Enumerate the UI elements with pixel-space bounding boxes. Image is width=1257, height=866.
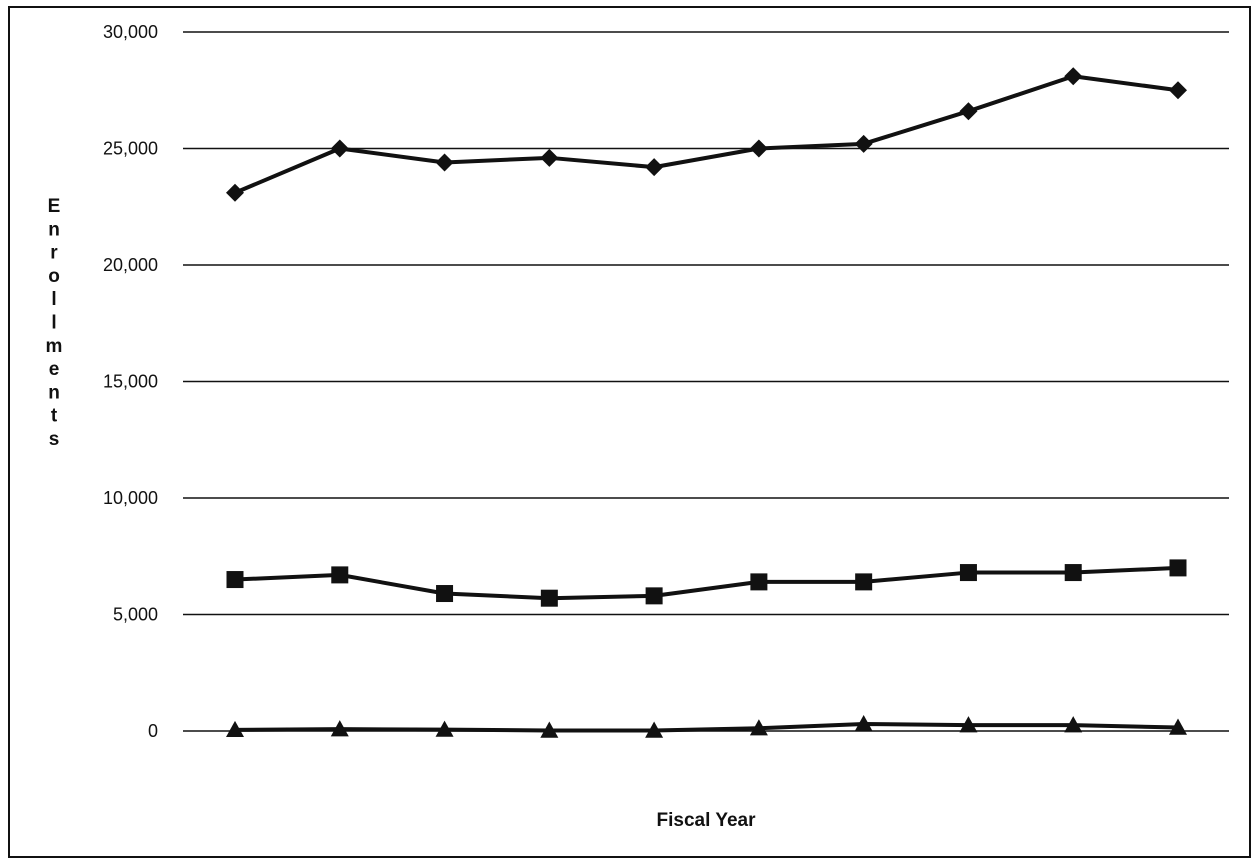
series-line [234,565,1179,601]
data-point-square [436,585,454,603]
data-point-diamond [330,139,349,158]
data-point-square [1064,564,1082,582]
data-point-diamond [540,148,559,167]
data-point-square [540,589,558,607]
series-group [226,67,1187,738]
data-point-triangle [854,715,873,732]
data-point-diamond [1169,81,1187,100]
y-tick-label: 15,000 [103,372,158,392]
data-point-diamond [959,102,978,121]
y-tick-label: 5,000 [113,605,158,625]
data-point-triangle [959,716,978,733]
data-point-diamond [435,153,454,172]
data-point-square [645,587,663,605]
data-point-triangle [226,720,244,738]
y-tick-label: 30,000 [103,22,158,42]
data-point-square [959,564,977,582]
data-point-diamond [226,183,244,202]
series-line [234,722,1179,733]
data-point-triangle [435,720,454,737]
data-point-square [226,571,244,589]
y-tick-label: 20,000 [103,255,158,275]
series-line [234,74,1179,195]
data-point-diamond [1064,67,1083,86]
data-point-triangle [1064,716,1083,733]
series-triangle [226,715,1187,738]
data-point-diamond [854,134,873,153]
data-point-square [1169,559,1187,577]
data-point-triangle [1169,718,1187,735]
y-axis-ticks: 30,000 25,000 20,000 15,000 10,000 5,000 0 [103,22,158,741]
data-point-triangle [540,721,559,738]
data-point-triangle [645,721,664,738]
data-point-diamond [645,158,664,177]
data-point-triangle [749,719,768,736]
y-tick-label: 0 [148,721,158,741]
data-point-square [331,566,349,584]
gridlines [183,31,1229,732]
data-point-diamond [749,139,768,158]
data-point-square [750,573,768,591]
data-point-triangle [330,720,349,737]
data-point-square [855,573,873,591]
x-axis-title: Fiscal Year [657,810,757,831]
series-square [226,559,1187,607]
series-diamond [226,67,1187,202]
y-tick-label: 10,000 [103,488,158,508]
y-tick-label: 25,000 [103,139,158,159]
